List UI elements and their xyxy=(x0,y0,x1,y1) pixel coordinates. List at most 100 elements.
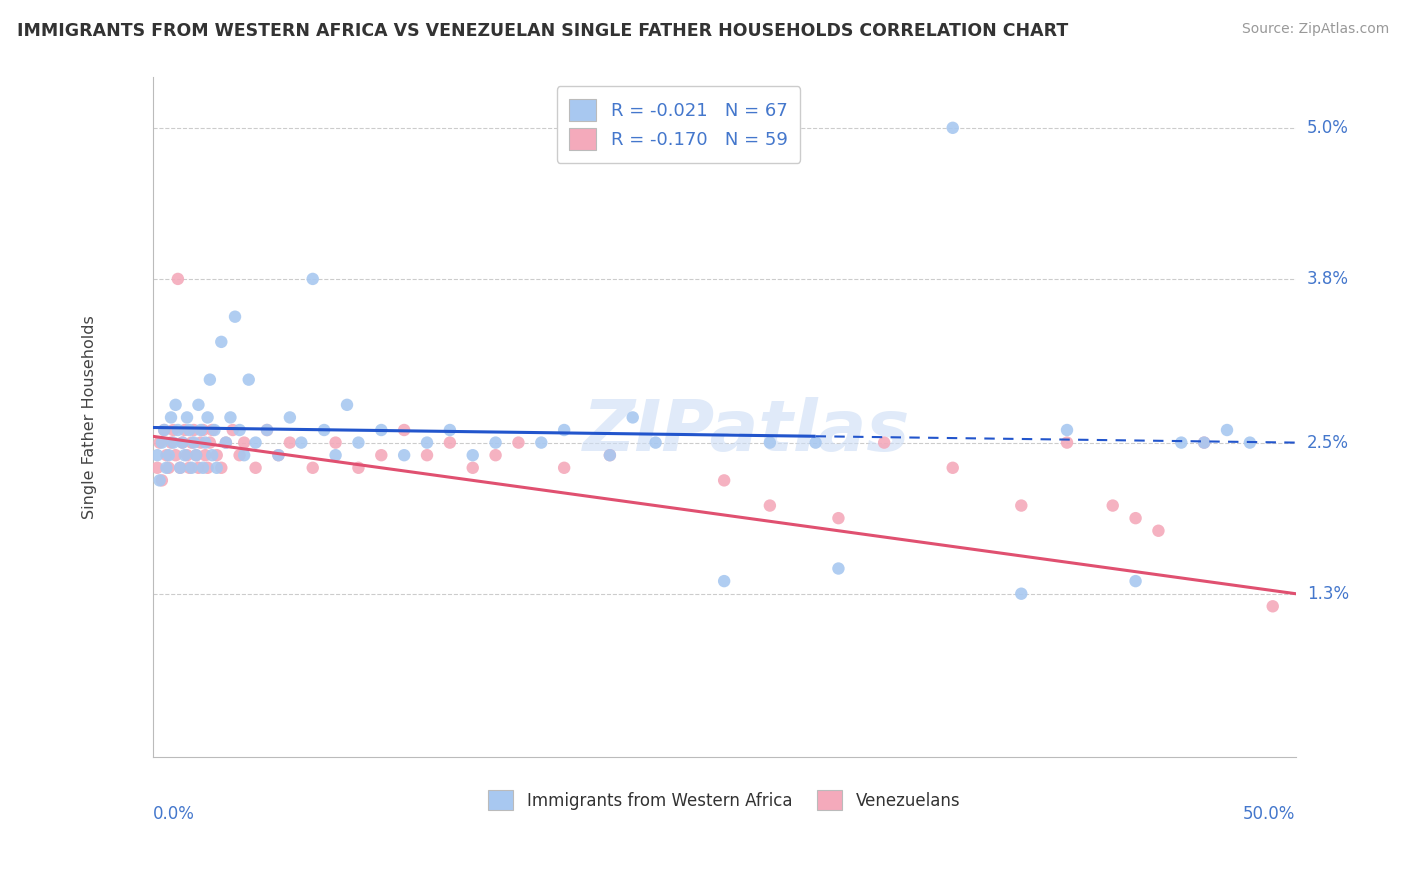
Point xyxy=(167,423,190,437)
Point xyxy=(759,499,782,513)
Point xyxy=(153,423,176,437)
Point xyxy=(416,435,439,450)
Point xyxy=(197,410,219,425)
Point xyxy=(325,448,347,462)
Point xyxy=(238,373,260,387)
Point xyxy=(155,460,177,475)
Point xyxy=(198,373,221,387)
Point xyxy=(347,435,370,450)
Point xyxy=(278,410,301,425)
Point xyxy=(392,448,415,462)
Point xyxy=(198,435,221,450)
Text: ZIPatlas: ZIPatlas xyxy=(583,397,911,466)
Point xyxy=(1261,599,1284,614)
Point xyxy=(187,460,209,475)
Point xyxy=(439,435,461,450)
Text: 5.0%: 5.0% xyxy=(1306,119,1348,136)
Point xyxy=(1010,587,1032,601)
Point xyxy=(942,460,965,475)
Point xyxy=(201,423,224,437)
Point xyxy=(336,398,359,412)
Point xyxy=(873,435,896,450)
Point xyxy=(233,448,256,462)
Point xyxy=(1239,435,1261,450)
Point xyxy=(267,448,290,462)
Point xyxy=(222,423,245,437)
Point xyxy=(1125,574,1147,588)
Point xyxy=(599,448,621,462)
Point xyxy=(1170,435,1192,450)
Point xyxy=(146,460,169,475)
Point xyxy=(157,460,180,475)
Point xyxy=(644,435,666,450)
Point xyxy=(347,460,370,475)
Point xyxy=(197,460,219,475)
Point xyxy=(149,474,172,488)
Point xyxy=(759,435,782,450)
Point xyxy=(942,120,965,135)
Point xyxy=(461,448,484,462)
Point xyxy=(256,423,278,437)
Point xyxy=(183,423,205,437)
Text: 0.0%: 0.0% xyxy=(153,805,194,823)
Point xyxy=(191,460,214,475)
Point xyxy=(190,435,212,450)
Point xyxy=(157,448,180,462)
Point xyxy=(180,435,202,450)
Point xyxy=(553,423,575,437)
Point xyxy=(1056,423,1078,437)
Point xyxy=(484,435,506,450)
Point xyxy=(301,272,323,286)
Point xyxy=(169,460,191,475)
Point xyxy=(553,460,575,475)
Point xyxy=(1125,511,1147,525)
Point xyxy=(827,561,849,575)
Text: 2.5%: 2.5% xyxy=(1306,434,1348,451)
Point xyxy=(301,460,323,475)
Legend: Immigrants from Western Africa, Venezuelans: Immigrants from Western Africa, Venezuel… xyxy=(482,783,967,817)
Point xyxy=(209,334,232,349)
Point xyxy=(179,460,201,475)
Point xyxy=(256,423,278,437)
Point xyxy=(160,435,183,450)
Point xyxy=(204,423,226,437)
Point xyxy=(1147,524,1170,538)
Point xyxy=(416,448,439,462)
Text: Single Father Households: Single Father Households xyxy=(83,316,97,519)
Point xyxy=(713,574,735,588)
Point xyxy=(530,435,553,450)
Point xyxy=(167,272,190,286)
Point xyxy=(215,435,238,450)
Point xyxy=(245,435,267,450)
Point xyxy=(370,423,392,437)
Point xyxy=(176,448,198,462)
Text: 50.0%: 50.0% xyxy=(1243,805,1295,823)
Point xyxy=(150,435,173,450)
Point xyxy=(228,448,250,462)
Point xyxy=(162,423,184,437)
Point xyxy=(191,423,214,437)
Point xyxy=(187,398,209,412)
Point xyxy=(370,448,392,462)
Point xyxy=(245,460,267,475)
Point xyxy=(1192,435,1215,450)
Point xyxy=(172,435,194,450)
Point xyxy=(508,435,530,450)
Point xyxy=(165,448,187,462)
Text: 1.3%: 1.3% xyxy=(1306,585,1348,603)
Point xyxy=(194,435,217,450)
Point xyxy=(325,435,347,450)
Point xyxy=(155,448,177,462)
Point xyxy=(205,448,228,462)
Point xyxy=(461,460,484,475)
Point xyxy=(233,435,256,450)
Point xyxy=(314,423,336,437)
Point xyxy=(215,435,238,450)
Point xyxy=(228,423,250,437)
Point xyxy=(186,448,208,462)
Point xyxy=(713,474,735,488)
Point xyxy=(153,423,176,437)
Point xyxy=(1056,435,1078,450)
Point xyxy=(827,511,849,525)
Point xyxy=(209,460,232,475)
